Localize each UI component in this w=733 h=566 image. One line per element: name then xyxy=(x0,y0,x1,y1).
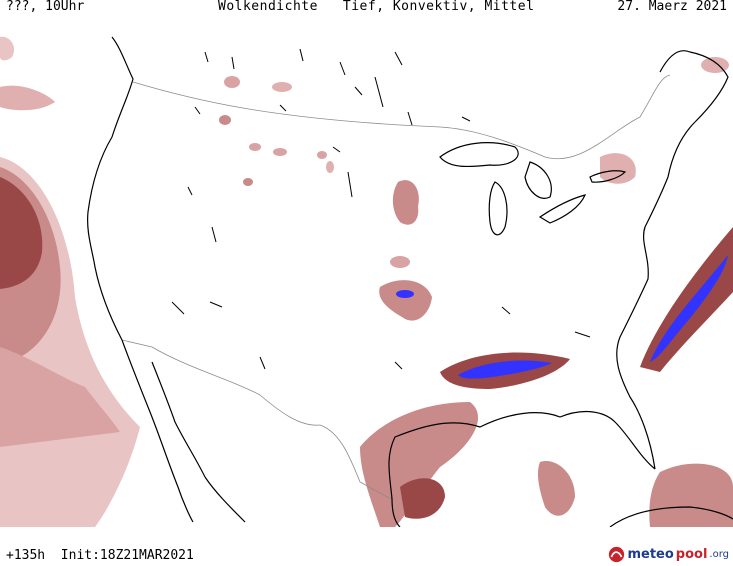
cloud-patch xyxy=(326,161,334,173)
logo-text-meteo: meteo xyxy=(627,547,674,562)
cloud-patch xyxy=(317,151,327,159)
gulf-coast xyxy=(388,410,656,500)
cloud-patch xyxy=(243,178,253,186)
baja-peninsula xyxy=(121,339,194,523)
cloud-density-map xyxy=(0,36,733,527)
cloud-patch xyxy=(272,82,292,92)
inland-lake-outlines xyxy=(171,48,591,370)
cloud-max-cell xyxy=(396,290,414,298)
us-canada-border xyxy=(132,74,671,160)
canada-maritime-coast xyxy=(659,50,729,123)
gulf-of-california xyxy=(151,361,206,478)
cloud-patch xyxy=(701,57,729,73)
forecast-run-info: +135h Init:18Z21MAR2021 xyxy=(6,548,194,563)
coastlines xyxy=(87,36,733,527)
meteopool-logo[interactable]: meteo pool .org xyxy=(608,546,729,563)
cloud-atlantic-band xyxy=(640,227,733,372)
map-title: Wolkendichte Tief, Konvektiv, Mittel xyxy=(218,0,535,14)
lake-superior xyxy=(439,142,519,168)
country-borders xyxy=(121,74,671,500)
cloud-northeast xyxy=(600,153,636,184)
cloud-atlantic-max xyxy=(650,255,728,362)
mexico-gulf-coast xyxy=(391,498,401,527)
cloud-oklahoma xyxy=(379,280,432,321)
cloud-gulf-max xyxy=(458,360,552,379)
cloud-mexico-patch xyxy=(400,478,445,519)
cloud-patch xyxy=(249,143,261,151)
us-west-coast xyxy=(87,36,134,341)
cloud-kansas xyxy=(392,180,419,225)
cloud-patch xyxy=(390,256,410,268)
mexico-pacific-coast xyxy=(204,476,246,523)
cloud-pacific-nw xyxy=(0,85,55,111)
cuba xyxy=(609,506,733,527)
meteopool-logo-icon xyxy=(609,546,625,563)
lake-ontario xyxy=(589,170,627,183)
lake-michigan xyxy=(488,181,508,236)
logo-text-org: .org xyxy=(709,549,729,560)
cloud-texas-coast xyxy=(360,402,479,527)
cloud-pacific-dense xyxy=(0,177,43,289)
cloud-patch xyxy=(224,76,240,88)
cloud-caribbean xyxy=(649,463,733,527)
cloud-density-layer xyxy=(0,36,733,527)
us-mexico-border xyxy=(121,339,393,500)
cloud-pacific-lower xyxy=(0,347,120,447)
lake-huron xyxy=(524,161,552,199)
logo-text-pool: pool xyxy=(675,547,708,562)
us-east-coast xyxy=(616,121,696,470)
cloud-gulf-south xyxy=(537,461,575,516)
run-weekday-hour: ???, 10Uhr xyxy=(6,0,85,14)
cloud-pacific-top xyxy=(0,36,15,61)
lake-erie xyxy=(538,194,587,224)
forecast-date: 27. Maerz 2021 xyxy=(617,0,727,14)
cloud-patch xyxy=(273,148,287,156)
cloud-patch xyxy=(219,115,231,125)
